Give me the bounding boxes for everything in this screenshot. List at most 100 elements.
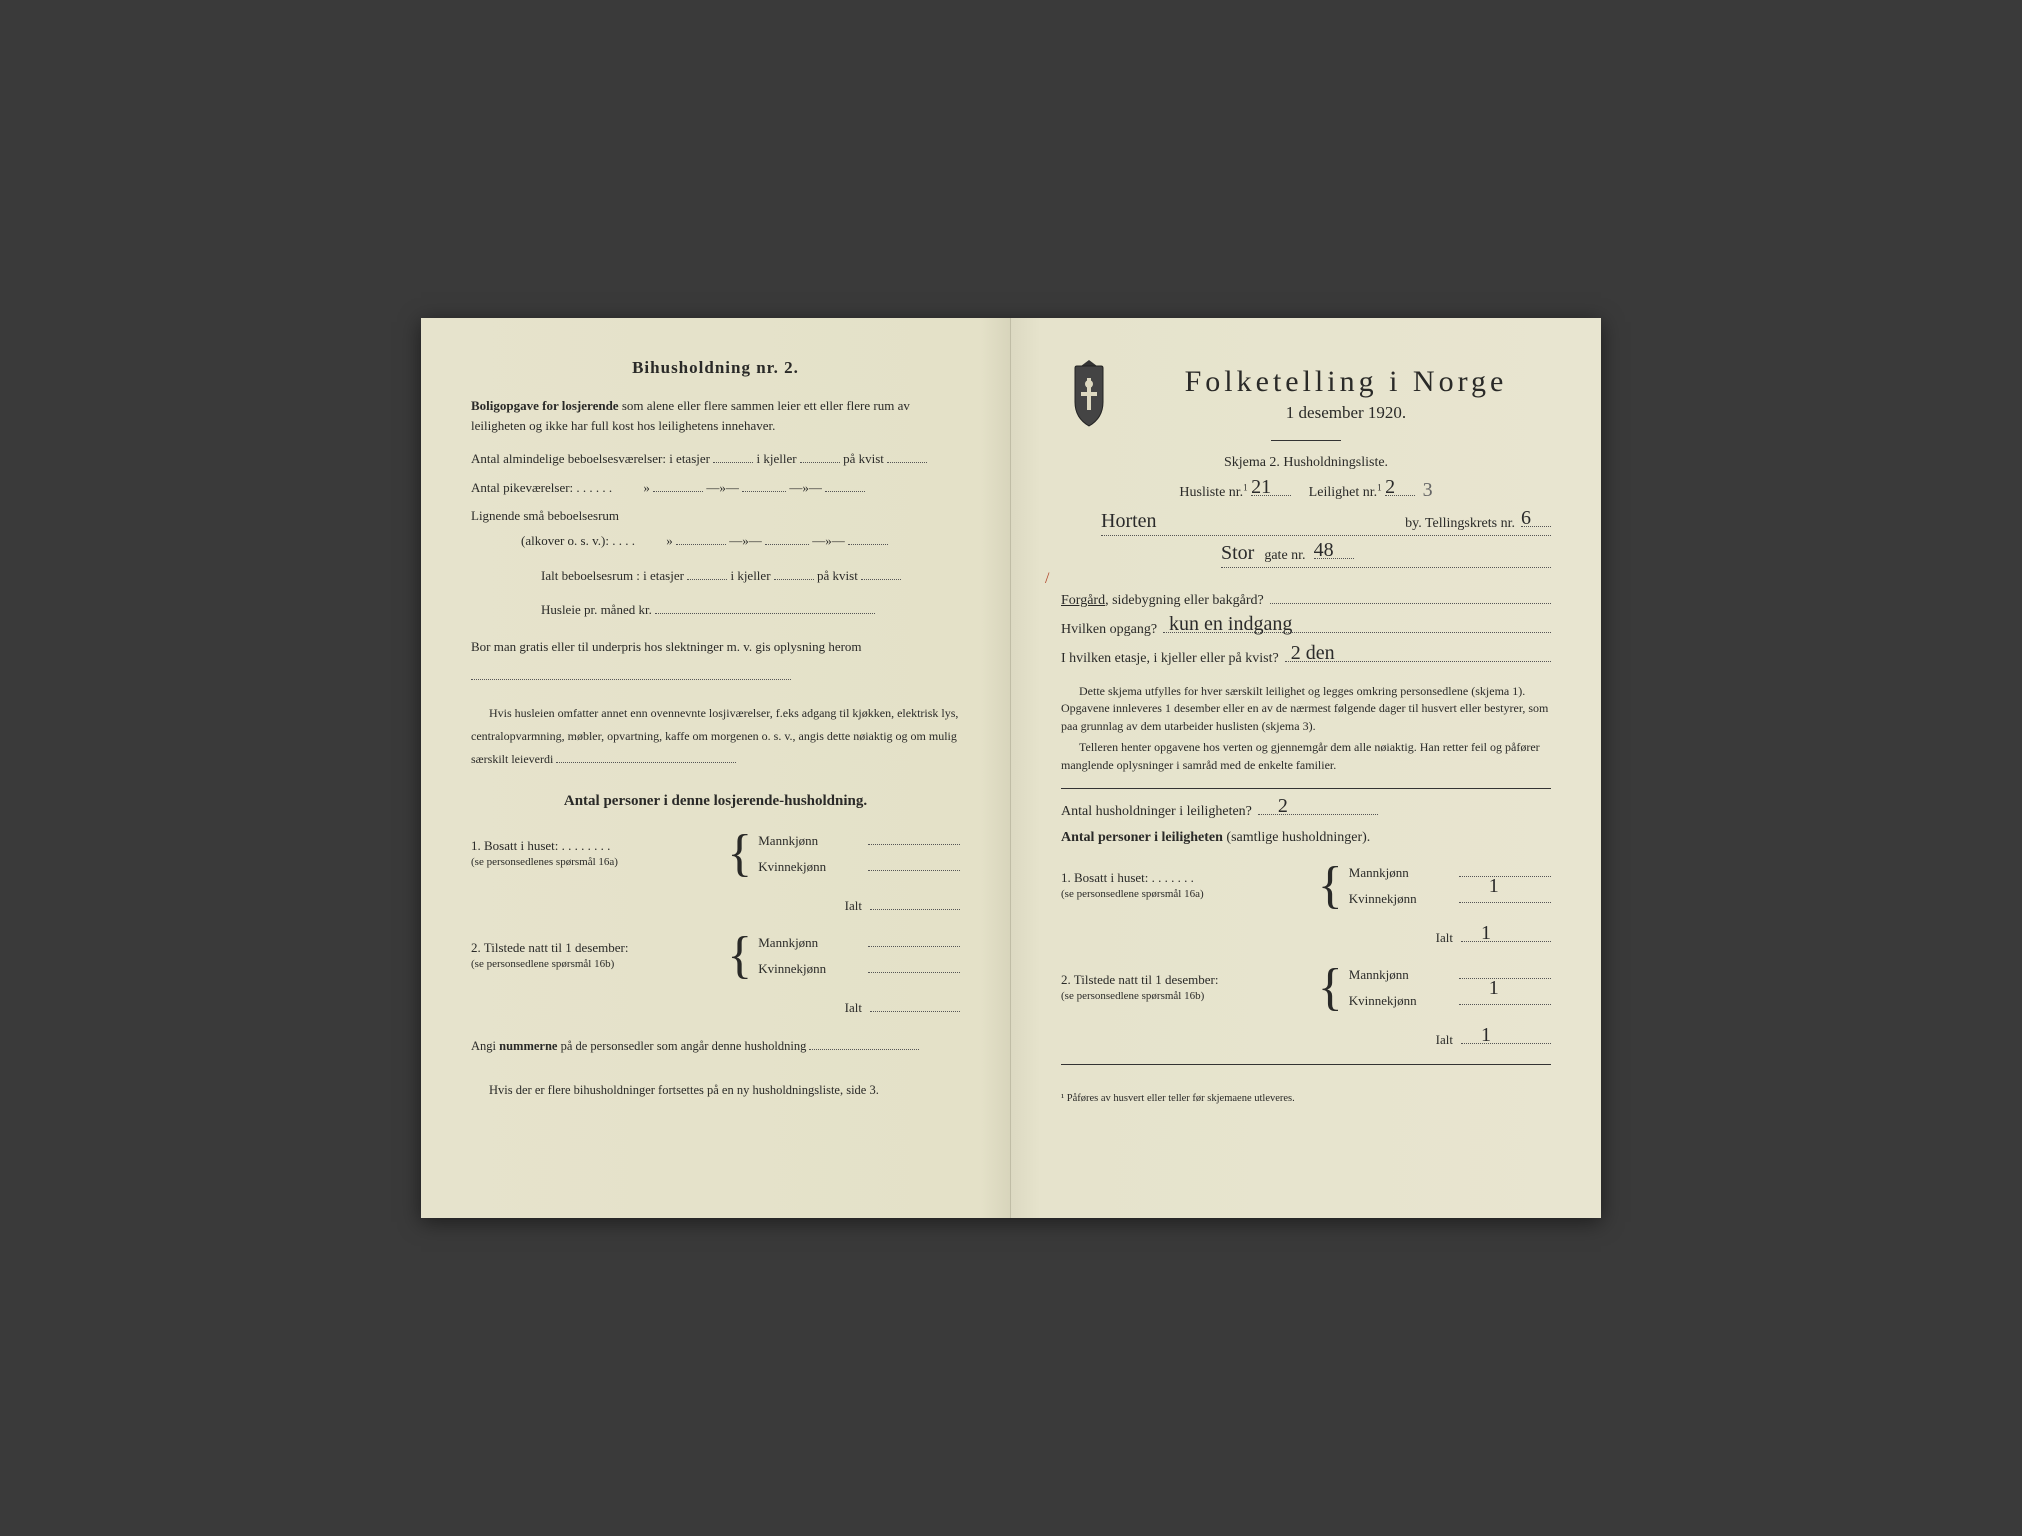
line-ialt-beboelse: Ialt beboelsesrum : i etasjer i kjeller … [471, 564, 960, 589]
left-heading: Bihusholdning nr. 2. [471, 358, 960, 378]
etasje-lbl: I hvilken etasje, i kjeller eller på kvi… [1061, 651, 1279, 667]
red-mark: / [1045, 570, 1049, 588]
p1-kvinne-lbl: Kvinnekjønn [758, 854, 868, 880]
gate-line: Stor gate nr. 48 [1221, 542, 1551, 568]
city-hand: Horten [1101, 510, 1157, 533]
rp2-right: Mannkjønn Kvinnekjønn1 [1349, 962, 1551, 1014]
right-person-2: 2. Tilstede natt til 1 desember: (se per… [1061, 962, 1551, 1014]
krets-val: 6 [1521, 511, 1551, 527]
rp1-mann-lbl: Mannkjønn [1349, 860, 1459, 886]
p1-mann-lbl: Mannkjønn [758, 828, 868, 854]
lead-paragraph: Boligopgave for losjerende som alene ell… [471, 396, 960, 435]
p2-kvinne-fill [868, 961, 960, 973]
rp2-kvinne-lbl: Kvinnekjønn [1349, 988, 1459, 1014]
rp2-kvinne-hand: 1 [1489, 968, 1499, 1008]
rp2-sub: (se personsedlene spørsmål 16b) [1061, 989, 1316, 1003]
footer-rule [1061, 1064, 1551, 1065]
rialt1-lbl: Ialt [1436, 930, 1453, 946]
rp2-mann-fill [1459, 967, 1551, 979]
etasje-fill: 2 den [1285, 648, 1551, 662]
p2-sub: (se personsedlene spørsmål 16b) [471, 957, 725, 971]
footer-angi: Angi nummerne på de personsedler som ang… [471, 1036, 960, 1056]
lbl-kvist-2: på kvist [817, 568, 858, 583]
blank-lign-2 [765, 532, 809, 545]
lbl-kjeller-2: i kjeller [730, 568, 770, 583]
blank-pike-3 [825, 479, 865, 492]
line-pike: Antal pikeværelser: . . . . . . » —»— —»… [471, 476, 960, 501]
rialt1-fill: 1 [1461, 930, 1551, 942]
ialt2-fill [870, 1000, 960, 1012]
by-label: by. Tellingskrets nr. [1405, 516, 1515, 532]
p1-left: 1. Bosatt i huset: . . . . . . . . (se p… [471, 838, 725, 869]
husliste-lbl: Husliste nr. [1179, 485, 1243, 500]
line-gratis: Bor man gratis eller til underpris hos s… [471, 633, 960, 690]
blank-note [556, 750, 736, 763]
lead-bold: Boligopgave for losjerende [471, 398, 619, 413]
blank-lign-1 [676, 532, 726, 545]
footnote: ¹ Påføres av husvert eller teller før sk… [1061, 1093, 1551, 1104]
right-ialt-1: Ialt 1 [1061, 930, 1551, 946]
forgard-u: Forgård [1061, 593, 1105, 608]
antal-hush-lbl: Antal husholdninger i leiligheten? [1061, 804, 1252, 820]
right-page: Folketelling i Norge 1 desember 1920. Sk… [1011, 318, 1601, 1218]
etasje-hand: 2 den [1291, 642, 1335, 665]
instructions: Dette skjema utfylles for hver særskilt … [1061, 683, 1551, 774]
leilighet-hand: 2 [1385, 476, 1395, 499]
ialt1-fill [870, 898, 960, 910]
rialt2-hand: 1 [1481, 1024, 1491, 1047]
sup2: 1 [1377, 482, 1382, 492]
p2-mann-fill [868, 935, 960, 947]
ialt2-lbl: Ialt [845, 1000, 862, 1016]
line-almindelige: Antal almindelige beboelsesværelser: i e… [471, 447, 960, 472]
p1-kvinne-fill [868, 859, 960, 871]
antal-personer-title: Antal personer i leiligheten (samtlige h… [1061, 830, 1551, 846]
lbl-husleie: Husleie pr. måned kr. [541, 602, 652, 617]
title-main: Folketelling i Norge [1141, 365, 1551, 399]
blank-lign-3 [848, 532, 888, 545]
rp1-kvinne-fill: 1 [1459, 891, 1551, 903]
q-etasje: I hvilken etasje, i kjeller eller på kvi… [1061, 648, 1551, 667]
rbrace-1: { [1318, 868, 1343, 904]
blank-angi [809, 1037, 919, 1050]
opgang-hand: kun en indgang [1169, 613, 1292, 636]
document-spread: Bihusholdning nr. 2. Boligopgave for los… [421, 318, 1601, 1218]
meta-husliste: Husliste nr.1 21 Leilighet nr.1 2 3 [1061, 479, 1551, 502]
rp1-mann-fill [1459, 865, 1551, 877]
leilighet-lbl: Leilighet nr. [1309, 485, 1377, 500]
rp1-kvinne-hand: 1 [1489, 866, 1499, 906]
p1-sub: (se personsedlenes spørsmål 16a) [471, 855, 725, 869]
q-opgang: / Hvilken opgang? kun en indgang [1061, 619, 1551, 638]
p1-mann-fill [868, 833, 960, 845]
footer-flere: Hvis der er flere bihusholdninger fortse… [471, 1080, 960, 1100]
blank-pike-2 [742, 479, 786, 492]
sup1: 1 [1243, 482, 1248, 492]
instr-2: Telleren henter opgavene hos verten og g… [1061, 739, 1551, 774]
rp2-label: 2. Tilstede natt til 1 desember: [1061, 972, 1316, 989]
husliste-val: 21 [1251, 480, 1291, 496]
blank-ialt-k [774, 567, 814, 580]
blank-ialt-e [687, 567, 727, 580]
lbl-lign2: (alkover o. s. v.): . . . . [521, 533, 635, 548]
p1-right: Mannkjønn Kvinnekjønn [758, 828, 960, 880]
section-rule [1061, 788, 1551, 789]
rialt2-fill: 1 [1461, 1032, 1551, 1044]
lbl-kvist-1: på kvist [843, 451, 884, 466]
krets-hand: 6 [1521, 507, 1531, 530]
rp1-right: Mannkjønn Kvinnekjønn1 [1349, 860, 1551, 912]
ialt1-lbl: Ialt [845, 898, 862, 914]
title-block: Folketelling i Norge 1 desember 1920. [1141, 365, 1551, 423]
left-person-2: 2. Tilstede natt til 1 desember: (se per… [471, 930, 960, 982]
left-ialt-1: Ialt [471, 898, 960, 914]
p2-right: Mannkjønn Kvinnekjønn [758, 930, 960, 982]
lbl-pike: Antal pikeværelser: . . . . . . [471, 480, 612, 495]
coat-of-arms-icon [1061, 358, 1117, 430]
right-person-1: 1. Bosatt i huset: . . . . . . . (se per… [1061, 860, 1551, 912]
blank-pike-1 [653, 479, 703, 492]
blank-etasjer-1 [713, 450, 753, 463]
brace-2: { [727, 938, 752, 974]
rbrace-2: { [1318, 970, 1343, 1006]
rp1-kvinne-lbl: Kvinnekjønn [1349, 886, 1459, 912]
leilighet-hand2: 3 [1423, 479, 1433, 501]
line-lignende: Lignende små beboelsesrum (alkover o. s.… [471, 504, 960, 553]
lbl-gratis: Bor man gratis eller til underpris hos s… [471, 639, 862, 654]
